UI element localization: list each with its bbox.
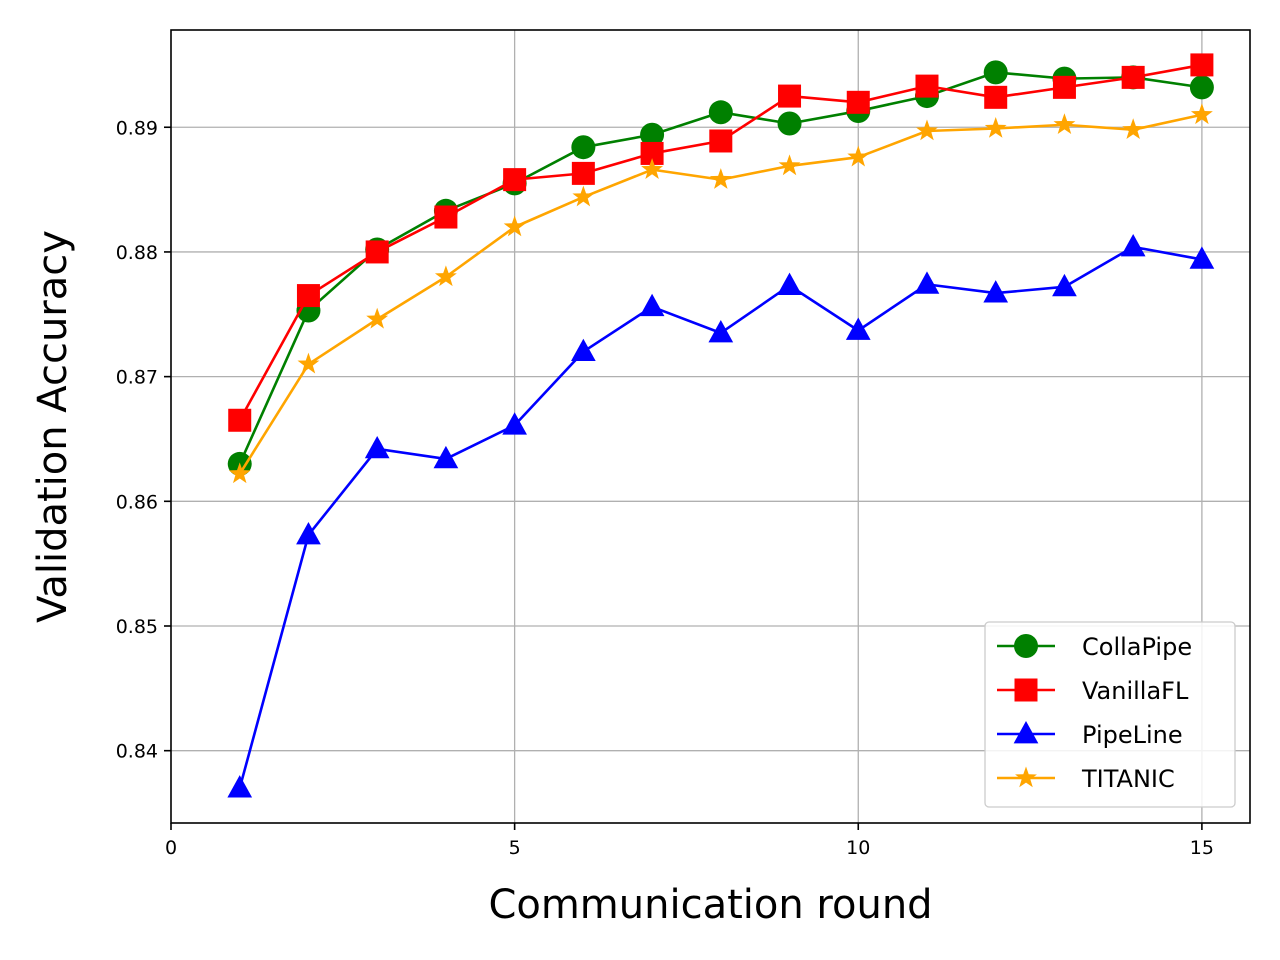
data-point-titanic <box>1190 103 1213 125</box>
data-point-titanic <box>1053 113 1076 135</box>
data-point-titanic <box>847 145 870 167</box>
x-tick-label: 0 <box>165 837 177 859</box>
data-point-vanillafl <box>1052 75 1076 99</box>
grid-lines <box>171 30 1250 823</box>
data-point-vanillafl <box>228 408 252 432</box>
data-point-titanic <box>641 158 664 179</box>
data-point-pipeline <box>1120 233 1146 257</box>
data-point-vanillafl <box>571 161 595 185</box>
data-point-collapipe <box>708 100 733 125</box>
y-tick-label: 0.87 <box>116 367 158 389</box>
y-tick-label: 0.86 <box>116 491 158 513</box>
data-point-titanic <box>228 462 251 484</box>
data-point-titanic <box>916 119 938 141</box>
data-point-pipeline <box>1189 246 1215 269</box>
data-point-titanic <box>503 215 526 237</box>
data-point-vanillafl <box>984 85 1008 109</box>
data-point-pipeline <box>571 338 596 362</box>
y-tick-label: 0.89 <box>116 117 158 139</box>
data-point-collapipe <box>1189 75 1214 100</box>
data-point-collapipe <box>571 135 596 160</box>
data-point-pipeline <box>1052 273 1077 297</box>
data-point-titanic <box>434 265 457 287</box>
legend-box <box>984 621 1236 808</box>
data-point-vanillafl <box>365 240 389 264</box>
data-point-pipeline <box>296 521 321 545</box>
data-point-titanic <box>297 352 320 374</box>
data-point-titanic <box>572 185 595 207</box>
legend-item-pipeline: PipeLine <box>997 721 1183 749</box>
data-point-collapipe <box>777 111 802 136</box>
data-point-pipeline <box>708 319 734 343</box>
legend-item-vanillafl: VanillaFL <box>997 677 1189 705</box>
y-tick-label: 0.88 <box>116 242 158 264</box>
data-point-pipeline <box>639 293 665 317</box>
data-point-titanic <box>366 307 389 329</box>
axis-ticks: 0 5 10 15 0.84 0.85 0.86 0.87 0.88 0.89 <box>116 117 1214 859</box>
x-tick-label: 5 <box>509 837 521 859</box>
legend-marker-titanic <box>1015 766 1037 788</box>
y-axis-label: Validation Accuracy <box>30 230 76 623</box>
data-point-pipeline <box>983 280 1009 303</box>
legend-marker-vanillafl <box>1014 678 1038 702</box>
data-point-vanillafl <box>915 74 939 98</box>
data-point-vanillafl <box>778 84 802 108</box>
series-pipeline <box>227 233 1215 798</box>
x-tick-label: 10 <box>846 837 870 859</box>
legend-label-titanic: TITANIC <box>1081 765 1175 793</box>
series-layer <box>227 53 1215 798</box>
data-point-vanillafl <box>709 129 733 153</box>
data-point-titanic <box>778 154 801 176</box>
data-point-pipeline <box>433 445 459 469</box>
legend-label-collapipe: CollaPipe <box>1082 633 1192 661</box>
series-titanic <box>228 103 1213 484</box>
plot-frame <box>170 29 1251 824</box>
data-point-vanillafl <box>503 168 527 192</box>
data-point-collapipe <box>983 60 1008 85</box>
data-point-vanillafl <box>434 205 458 229</box>
data-point-pipeline <box>364 435 390 459</box>
y-tick-label: 0.85 <box>116 616 158 638</box>
data-point-vanillafl <box>640 141 664 165</box>
x-tick-label: 15 <box>1190 837 1214 859</box>
data-point-titanic <box>709 168 732 189</box>
legend: CollaPipe VanillaFL PipeLine TITANIC <box>984 621 1236 808</box>
data-point-vanillafl <box>846 90 870 114</box>
data-point-pipeline <box>777 272 802 295</box>
data-point-pipeline <box>502 412 527 435</box>
data-point-titanic <box>984 117 1007 138</box>
series-vanillafl <box>228 53 1214 432</box>
data-point-vanillafl <box>296 284 320 308</box>
legend-marker-pipeline <box>1013 721 1039 744</box>
data-point-titanic <box>1122 118 1145 140</box>
data-point-pipeline <box>914 271 940 294</box>
data-point-vanillafl <box>1190 53 1214 77</box>
x-axis-label: Communication round <box>488 882 932 928</box>
data-point-collapipe <box>640 122 665 147</box>
y-tick-label: 0.84 <box>116 741 158 763</box>
data-point-pipeline <box>845 317 871 340</box>
legend-label-pipeline: PipeLine <box>1082 721 1183 749</box>
data-point-pipeline <box>227 775 253 798</box>
legend-item-titanic: TITANIC <box>997 765 1175 793</box>
legend-item-collapipe: CollaPipe <box>997 633 1192 661</box>
legend-marker-collapipe <box>1014 634 1038 658</box>
legend-label-vanillafl: VanillaFL <box>1082 677 1189 705</box>
data-point-vanillafl <box>1121 65 1145 89</box>
